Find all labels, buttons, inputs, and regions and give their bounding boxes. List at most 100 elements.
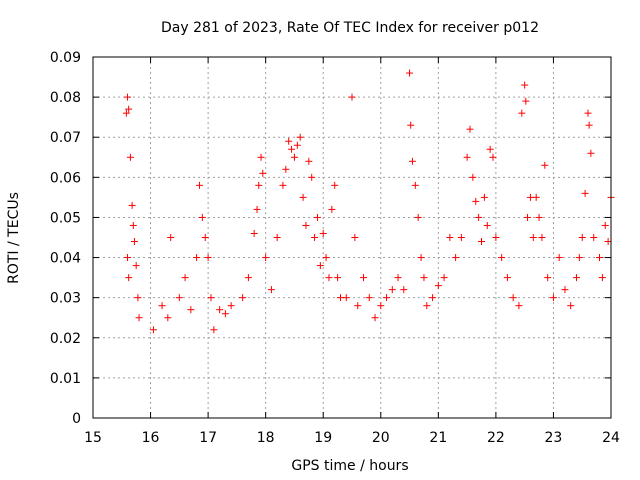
- data-point: [489, 153, 497, 161]
- data-point: [302, 221, 310, 229]
- data-point: [480, 193, 488, 201]
- x-tick-label: 23: [545, 430, 563, 446]
- data-point: [255, 181, 263, 189]
- data-point: [132, 262, 140, 270]
- y-tick-label: 0.08: [50, 90, 81, 106]
- data-point: [575, 254, 583, 262]
- x-axis-label: GPS time / hours: [291, 458, 408, 474]
- data-point: [492, 234, 500, 241]
- data-point: [311, 234, 319, 241]
- data-point: [325, 274, 333, 282]
- data-point: [316, 262, 324, 270]
- data-point: [411, 181, 419, 189]
- data-point: [319, 229, 327, 237]
- data-point: [135, 314, 143, 322]
- data-point: [601, 221, 609, 229]
- data-point: [400, 286, 408, 294]
- data-point: [262, 254, 270, 262]
- data-point: [164, 314, 172, 322]
- data-point: [529, 234, 537, 241]
- data-point: [305, 157, 313, 165]
- data-point: [334, 274, 342, 282]
- data-point: [478, 238, 485, 246]
- data-point: [124, 254, 132, 262]
- data-point: [555, 254, 563, 262]
- x-tick-label: 18: [257, 430, 275, 446]
- y-tick-label: 0.04: [50, 251, 81, 267]
- data-point: [532, 193, 540, 201]
- data-point: [446, 234, 454, 241]
- data-point: [158, 302, 166, 310]
- data-point: [535, 213, 543, 221]
- data-point: [515, 302, 523, 310]
- data-point: [308, 173, 316, 181]
- x-tick-label: 17: [199, 430, 217, 446]
- data-point: [434, 282, 442, 290]
- data-point: [125, 105, 133, 113]
- x-tick-label: 19: [314, 430, 332, 446]
- data-point: [483, 221, 491, 229]
- data-point: [414, 213, 422, 221]
- plot-frame: [92, 56, 612, 419]
- data-point: [149, 326, 157, 334]
- data-point: [463, 153, 471, 161]
- data-point: [288, 145, 296, 153]
- data-point: [538, 234, 546, 241]
- data-point: [134, 294, 142, 302]
- data-point: [521, 81, 529, 89]
- data-point: [195, 181, 203, 189]
- data-point: [175, 294, 183, 302]
- data-point: [351, 234, 359, 241]
- data-point: [420, 274, 428, 282]
- data-point: [604, 238, 612, 246]
- data-point: [125, 274, 133, 282]
- x-tick-label: 20: [372, 430, 390, 446]
- x-tick-label: 24: [602, 430, 620, 446]
- data-point: [221, 310, 229, 318]
- data-point: [198, 213, 206, 221]
- data-point: [250, 229, 258, 237]
- data-point: [595, 254, 603, 262]
- data-point: [578, 234, 586, 241]
- x-tick-label: 15: [84, 430, 102, 446]
- data-point: [322, 254, 330, 262]
- data-point: [299, 193, 307, 201]
- y-tick-label: 0.05: [50, 210, 81, 226]
- data-point: [388, 286, 396, 294]
- data-point: [587, 149, 595, 157]
- chart-title: Day 281 of 2023, Rate Of TEC Index for r…: [161, 20, 539, 36]
- x-tick-label: 21: [429, 430, 447, 446]
- y-tick-label: 0.07: [50, 130, 81, 146]
- data-point: [417, 254, 425, 262]
- data-point: [342, 294, 350, 302]
- data-point: [210, 326, 218, 334]
- data-point: [585, 121, 593, 129]
- data-point: [572, 274, 580, 282]
- data-point: [239, 294, 247, 302]
- data-point: [348, 93, 356, 101]
- data-point: [331, 181, 339, 189]
- data-point: [377, 302, 385, 310]
- data-point: [129, 221, 137, 229]
- x-tick-label: 16: [142, 430, 160, 446]
- data-point: [365, 294, 373, 302]
- data-point: [581, 189, 589, 197]
- data-point: [122, 109, 130, 117]
- y-axis-label: ROTI / TECUs: [6, 192, 22, 284]
- data-point: [216, 306, 224, 314]
- data-point: [423, 302, 431, 310]
- x-tick-label: 22: [487, 430, 505, 446]
- data-point: [253, 205, 261, 213]
- x-tick-labels: 15 16 17 18 19 20 21 22 23 24: [84, 430, 620, 446]
- data-point: [126, 153, 134, 161]
- data-point: [371, 314, 379, 322]
- data-point: [518, 109, 526, 117]
- data-point: [187, 306, 195, 314]
- data-point: [440, 274, 448, 282]
- data-point: [598, 274, 606, 282]
- data-point: [541, 161, 549, 169]
- data-point: [282, 165, 290, 173]
- data-point: [472, 197, 480, 205]
- data-point: [383, 294, 391, 302]
